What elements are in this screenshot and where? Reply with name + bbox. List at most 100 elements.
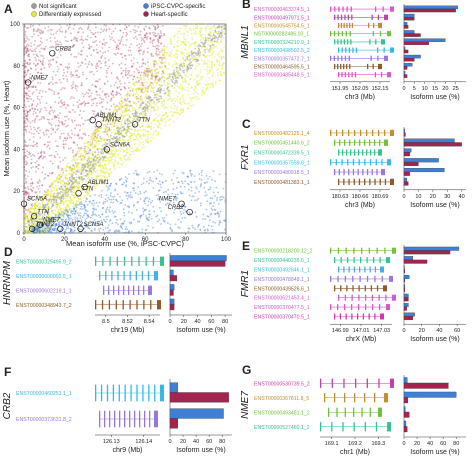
point-heart-specific [31,86,34,88]
point-heart-specific [131,64,134,67]
point-heart-specific [52,33,55,36]
point-heart-specific [57,119,60,122]
point-heart-specific [63,115,66,118]
point-differential [90,174,93,176]
point-ipsc-specific [127,194,130,197]
point-heart-specific [81,92,84,95]
point-ipsc-specific [112,212,115,214]
point-heart-specific [40,47,43,50]
point-heart-specific [27,53,30,56]
point-heart-specific [102,38,105,41]
point-heart-specific [95,39,98,42]
point-heart-specific [23,48,26,50]
point-heart-specific [140,65,143,68]
point-differential [178,91,180,94]
point-ipsc-specific [71,219,74,221]
point-heart-specific [60,120,63,123]
point-ipsc-specific [150,201,152,204]
point-heart-specific [84,63,87,65]
point-ipsc-specific [207,215,210,218]
point-differential [100,168,103,170]
point-differential [105,159,108,162]
point-ipsc-specific [92,204,95,207]
point-differential [50,213,53,216]
point-differential [208,61,211,64]
point-differential [26,222,29,225]
point-differential [124,114,127,117]
point-heart-specific [162,72,165,75]
point-differential [54,213,56,216]
point-not-significant [93,167,96,170]
point-ipsc-specific [190,189,193,192]
point-not-significant [52,201,55,204]
point-ipsc-specific [100,219,102,222]
point-ipsc-specific [206,181,209,183]
point-ipsc-specific [148,182,150,185]
point-heart-specific [128,46,131,49]
point-not-significant [31,220,34,222]
point-ipsc-specific [158,180,161,183]
point-not-significant [23,227,26,230]
point-ipsc-specific [71,225,73,227]
point-not-significant [52,204,54,207]
point-differential [95,136,98,139]
point-ipsc-specific [81,203,84,206]
point-differential [168,42,171,45]
point-ipsc-specific [62,224,65,227]
point-heart-specific [57,125,60,127]
point-heart-specific [45,102,48,105]
point-heart-specific [32,140,35,143]
point-differential [145,90,148,93]
point-not-significant [142,110,144,113]
point-differential [139,100,141,103]
point-heart-specific [89,71,92,74]
point-differential [168,55,171,58]
point-differential [130,105,133,107]
point-heart-specific [23,50,26,53]
point-ipsc-specific [91,230,93,233]
point-differential [176,96,179,98]
point-differential [144,84,147,87]
point-ipsc-specific [184,180,186,183]
point-ipsc-specific [86,198,88,201]
point-differential [100,177,103,180]
point-differential [103,176,106,179]
point-heart-specific [79,147,82,149]
point-ipsc-specific [137,186,140,189]
point-heart-specific [48,185,51,188]
point-differential [192,29,195,32]
point-heart-specific [69,32,72,35]
point-heart-specific [64,139,67,142]
point-ipsc-specific [204,218,207,221]
point-ipsc-specific [157,198,159,201]
point-not-significant [116,135,118,138]
point-not-significant [70,180,72,183]
point-ipsc-specific [195,186,197,188]
point-heart-specific [66,40,69,43]
point-differential [171,115,174,117]
point-heart-specific [149,37,152,40]
point-ipsc-specific [60,227,63,230]
point-ipsc-specific [147,204,149,207]
point-differential [136,87,139,90]
point-differential [201,94,203,97]
point-ipsc-specific [121,223,124,226]
point-ipsc-specific [52,223,55,225]
point-ipsc-specific [180,192,183,195]
point-heart-specific [118,23,121,26]
point-heart-specific [28,197,31,200]
point-heart-specific [23,156,25,159]
point-differential [130,124,133,127]
point-differential [39,199,42,202]
point-ipsc-specific [130,196,132,199]
point-differential [166,107,168,109]
point-ipsc-specific [210,225,213,228]
point-heart-specific [84,38,87,41]
point-heart-specific [111,36,113,39]
point-differential [97,127,100,129]
point-heart-specific [52,58,55,61]
point-heart-specific [36,142,38,144]
point-ipsc-specific [79,215,82,217]
point-heart-specific [113,52,116,55]
point-differential [141,97,144,100]
